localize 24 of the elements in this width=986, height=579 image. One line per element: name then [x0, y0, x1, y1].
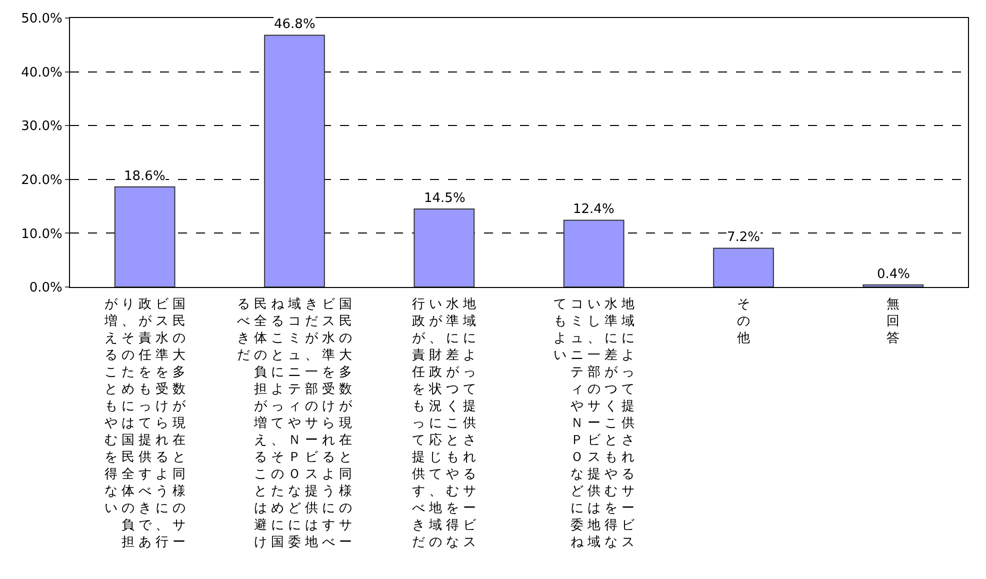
- y-tick-label: 10.0%: [21, 226, 62, 242]
- x-tick-label: 地域によって提供されるサービス水準に差がつくこともやむを得ないが、財政状況に応じて、地域の行政が責任をもって提供すべきだ: [411, 297, 480, 550]
- data-label: 14.5%: [424, 191, 466, 206]
- data-label: 18.6%: [124, 169, 166, 184]
- x-tick-label: 無回答: [886, 297, 904, 346]
- y-tick-label: 50.0%: [21, 12, 62, 27]
- y-tick-label: 0.0%: [29, 280, 62, 296]
- data-label: 12.4%: [573, 202, 614, 217]
- data-label: 46.8%: [274, 17, 316, 32]
- bar: [414, 208, 475, 287]
- bar: [862, 284, 924, 287]
- y-tick-label: 30.0%: [21, 119, 62, 134]
- y-tick-label: 40.0%: [21, 65, 62, 80]
- data-label: 0.4%: [877, 267, 910, 282]
- x-tick-label: 国民の大多数が現在と同様のサービス水準を受けられるようにすべきだが、一部のサービス提供は地域コミュニティやＮＰＯなどに委ねることによって、そのために国民全体の負担が増えることは避けるべきだ: [237, 297, 356, 550]
- bar: [713, 248, 774, 287]
- x-tick-label: 地域によって提供されるサービス水準に差がつくこともやむを得ないし、一部のサービス提供は地域コミュニティやＮＰＯなどに委ねてもよい: [553, 297, 638, 550]
- x-tick-label: その他: [737, 297, 754, 346]
- bar: [114, 186, 176, 287]
- data-label: 7.2%: [727, 230, 760, 245]
- bar: [563, 220, 624, 287]
- x-tick-label: 国民の大多数が現在と同様のサービス水準を受けられるように、行政が責任をもって提供すべきであり、そのためには国民全体の負担が増えることもやむを得ない: [103, 297, 190, 550]
- y-tick-label: 20.0%: [21, 172, 62, 188]
- bar: [264, 34, 325, 287]
